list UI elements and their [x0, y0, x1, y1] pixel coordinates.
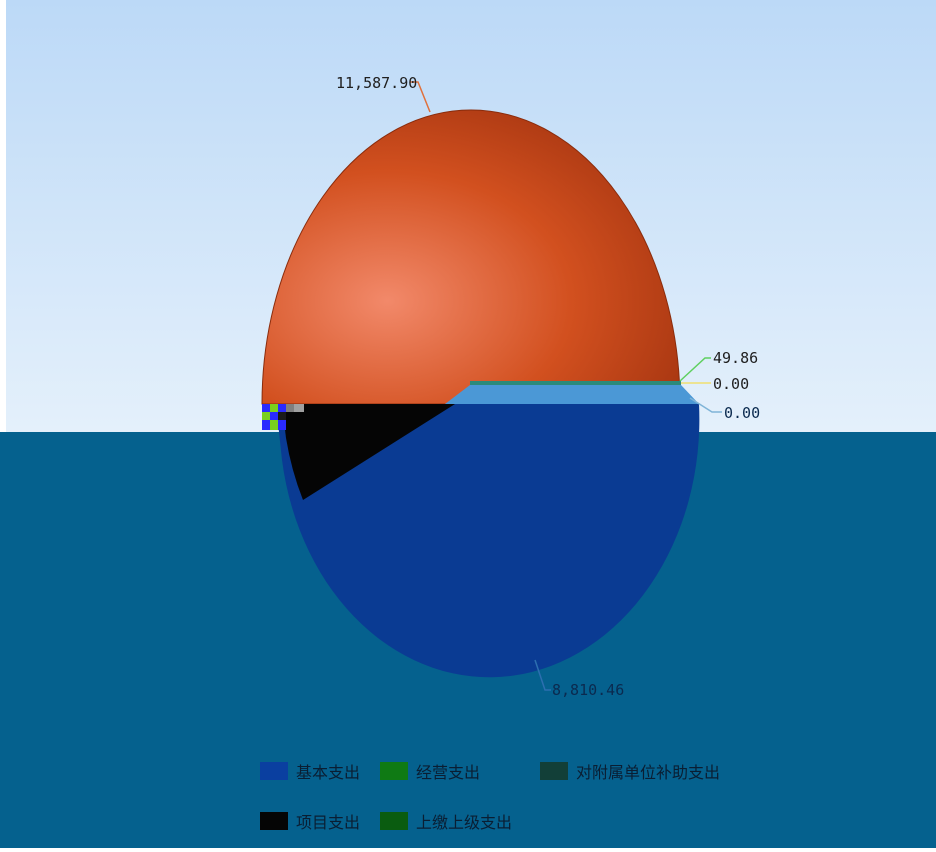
legend-swatch	[380, 812, 408, 830]
small-slices-checker	[262, 404, 304, 430]
legend-label: 对附属单位补助支出	[576, 763, 721, 782]
slice-xiangmu-top	[261, 109, 681, 405]
slice-flange-edge	[470, 381, 681, 385]
legend-swatch	[260, 812, 288, 830]
legend-label: 项目支出	[296, 813, 361, 832]
slice-jiben-bottom	[276, 404, 700, 678]
legend-label: 基本支出	[296, 763, 361, 782]
slice-flange	[445, 385, 699, 404]
leader-line-000b	[689, 397, 722, 413]
data-label-jiben: 8,810.46	[552, 681, 624, 699]
leader-line-bottom	[534, 659, 551, 691]
data-label-shangjiao: 0.00	[713, 375, 749, 393]
legend-item-fushu: 对附属单位补助支出	[540, 757, 760, 785]
legend-item-shangjiao: 上缴上级支出	[380, 807, 540, 835]
chart-legend: 基本支出 经营支出 对附属单位补助支出 项目支出 上缴上级支出	[260, 757, 760, 835]
data-label-xiangmu: 11,587.90	[336, 74, 417, 92]
leader-line-4986	[679, 357, 711, 382]
legend-swatch	[540, 762, 568, 780]
slice-xiangmu-black	[282, 404, 455, 500]
legend-item-jingying: 经营支出	[380, 757, 540, 785]
legend-label: 上缴上级支出	[416, 813, 513, 832]
data-label-fushu: 0.00	[724, 404, 760, 422]
legend-swatch	[260, 762, 288, 780]
left-edge	[0, 0, 6, 432]
legend-swatch	[380, 762, 408, 780]
legend-item-xiangmu: 项目支出	[260, 807, 380, 835]
legend-item-jiben: 基本支出	[260, 757, 380, 785]
leader-line-top	[410, 81, 431, 113]
data-label-jingying: 49.86	[713, 349, 758, 367]
legend-label: 经营支出	[416, 763, 481, 782]
